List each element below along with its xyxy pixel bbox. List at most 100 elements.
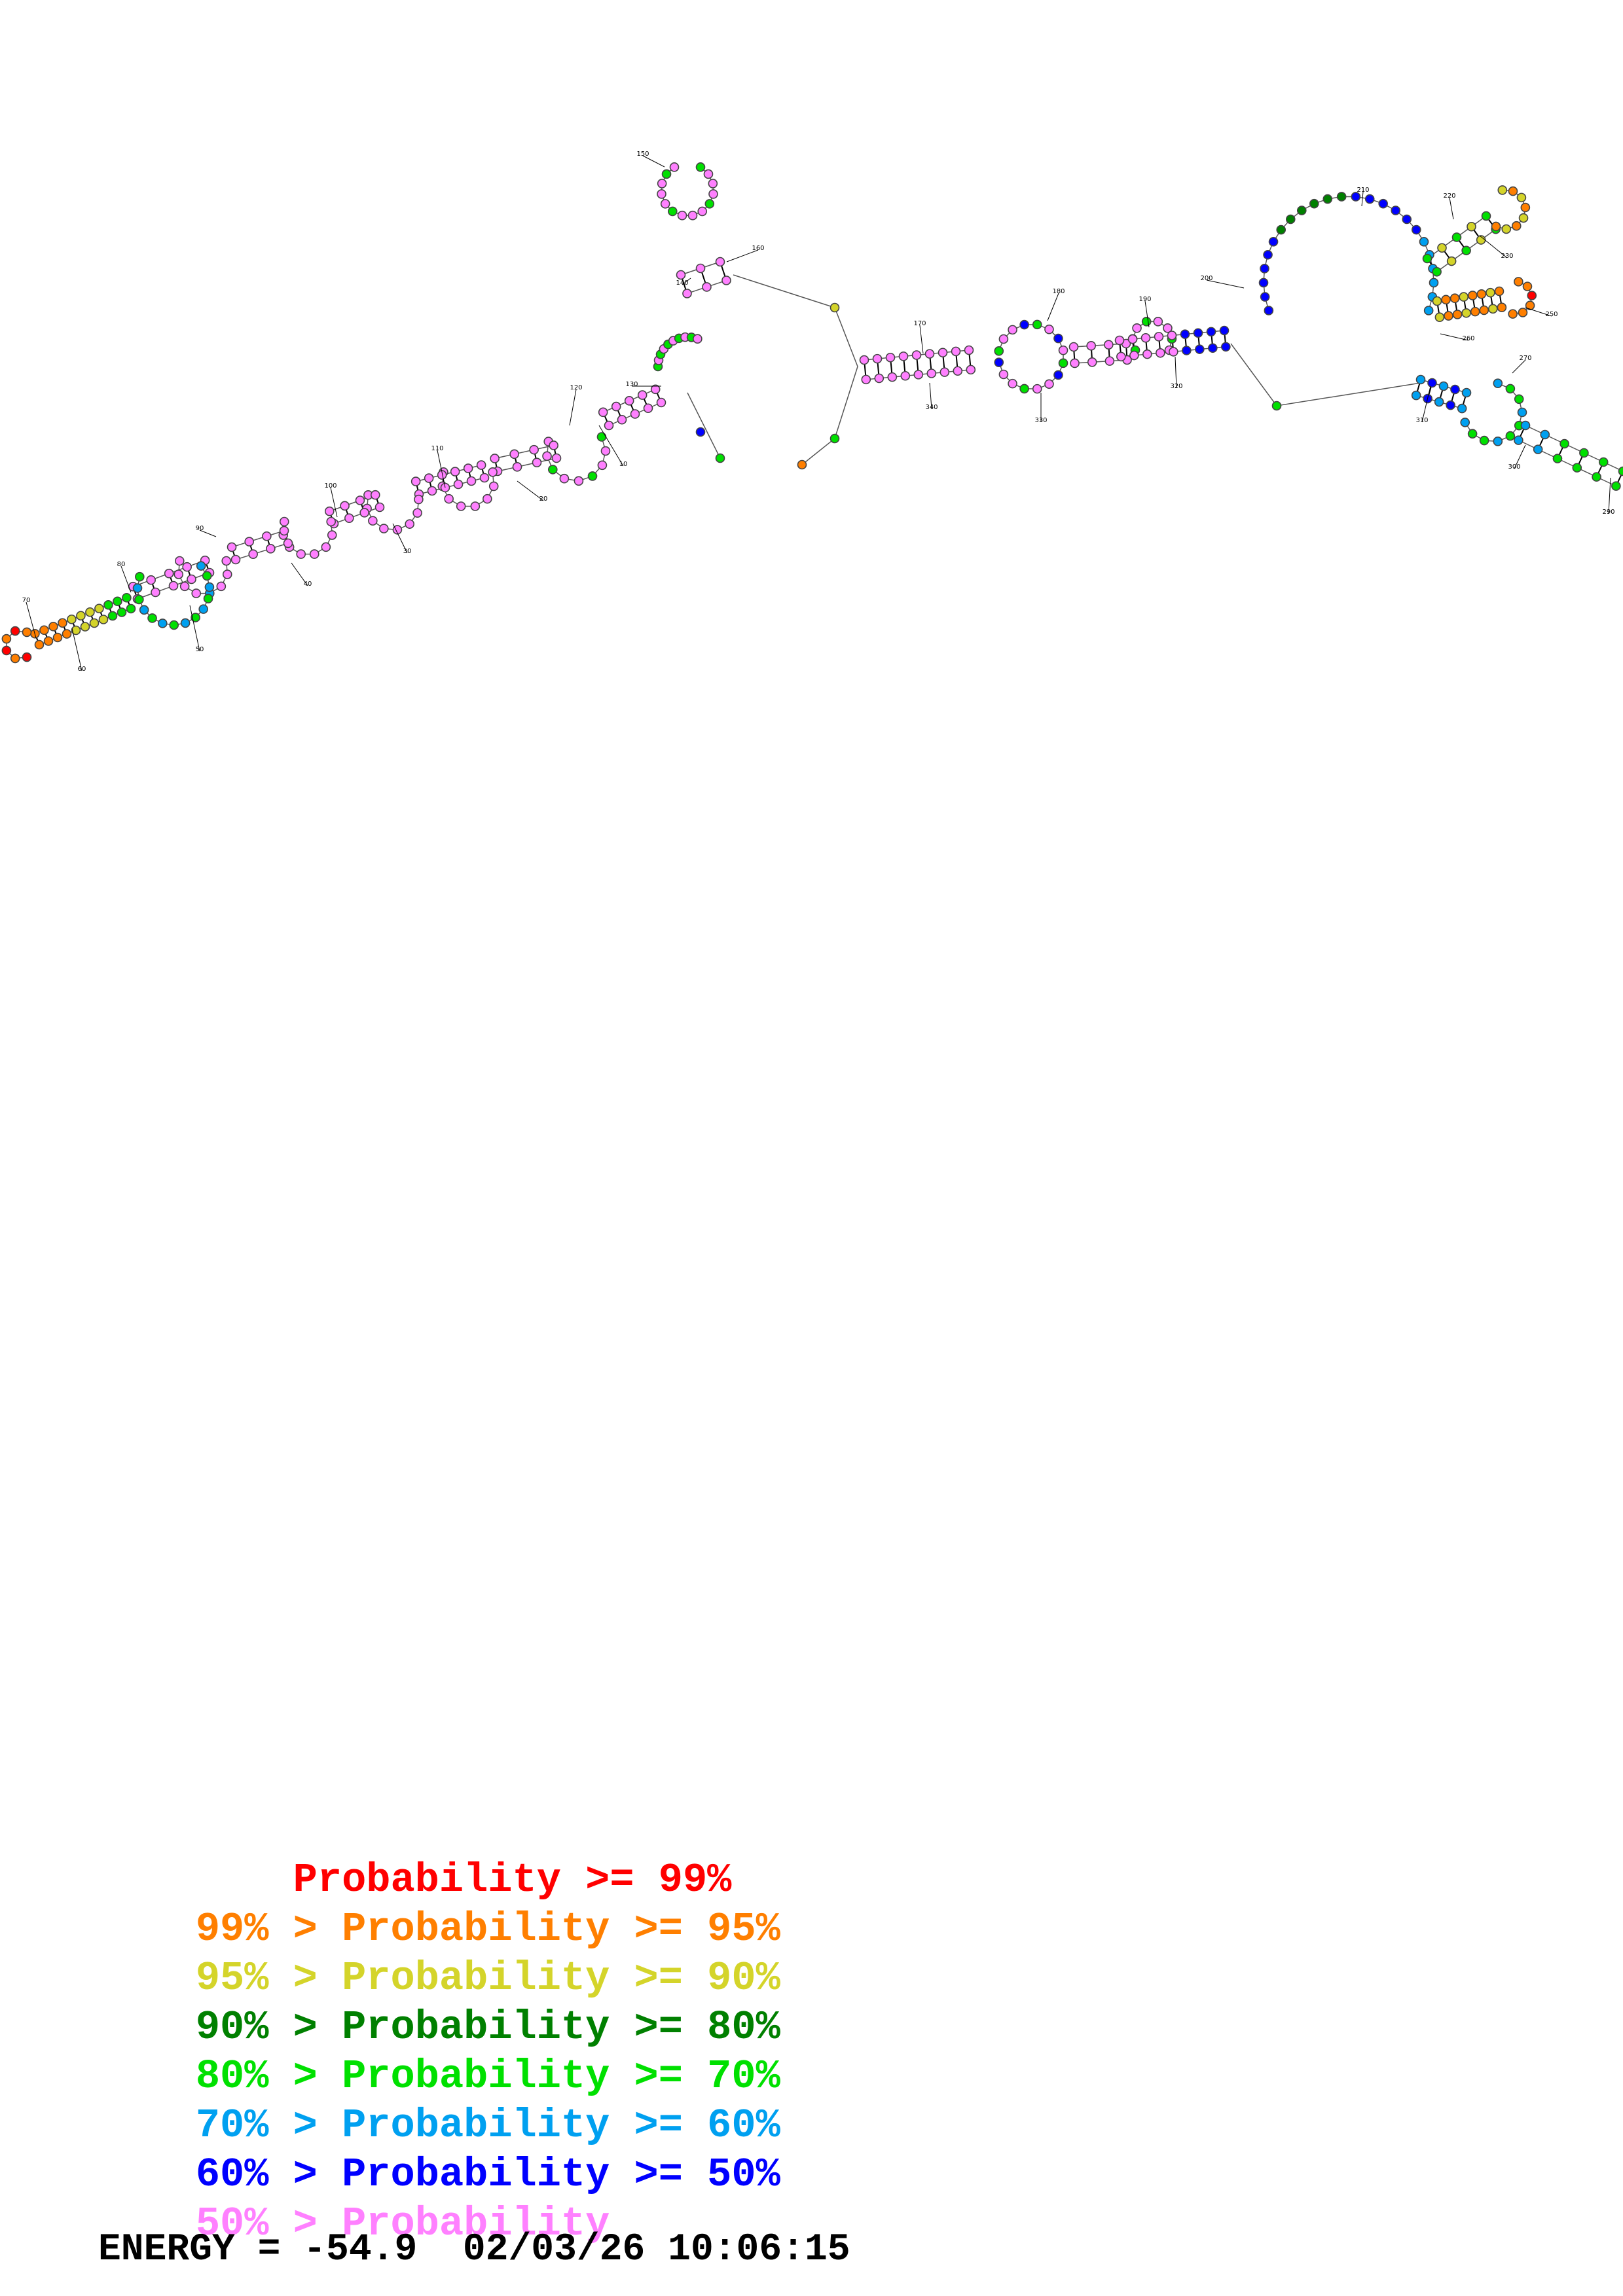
- nucleotide: [135, 571, 145, 582]
- nucleotide: [574, 476, 584, 486]
- legend-label: Probability: [342, 2200, 610, 2247]
- nucleotide: [887, 372, 898, 382]
- nucleotide: [168, 581, 179, 591]
- nucleotide: [368, 516, 378, 526]
- nucleotide: [1452, 310, 1463, 319]
- base-number-label: 110: [431, 445, 443, 452]
- nucleotide: [994, 357, 1004, 367]
- nucleotide: [1470, 306, 1480, 317]
- nucleotide: [1019, 319, 1029, 330]
- nucleotide: [1322, 194, 1333, 204]
- base-number-label: 90: [196, 525, 204, 532]
- nucleotide: [1505, 384, 1516, 394]
- nucleotide: [374, 502, 385, 512]
- nucleotide: [1461, 245, 1471, 256]
- nucleotide: [951, 346, 961, 357]
- nucleotide: [279, 526, 289, 536]
- number-tick: [919, 325, 924, 354]
- nucleotide: [1511, 221, 1522, 231]
- nucleotide: [1276, 224, 1286, 235]
- nucleotide: [191, 613, 200, 622]
- base-number-label: 230: [1501, 253, 1513, 260]
- nucleotide: [1441, 295, 1451, 305]
- nucleotide: [660, 199, 670, 209]
- nucleotide: [1044, 379, 1054, 389]
- nucleotide: [797, 459, 807, 470]
- nucleotide: [643, 403, 653, 414]
- nucleotide: [453, 479, 464, 490]
- nucleotide: [1459, 292, 1469, 302]
- nucleotide: [1391, 206, 1401, 215]
- nucleotide: [1508, 186, 1518, 196]
- nucleotide: [196, 561, 206, 571]
- nucleotide: [174, 556, 185, 566]
- nucleotide: [1032, 384, 1042, 394]
- nucleotide: [10, 653, 20, 664]
- nucleotide: [611, 401, 621, 412]
- nucleotide: [637, 390, 647, 400]
- number-tick: [291, 562, 308, 586]
- nucleotide: [1501, 224, 1512, 234]
- nucleotide: [1514, 435, 1523, 445]
- nucleotide: [1336, 192, 1347, 202]
- base-number-label: 70: [22, 597, 31, 604]
- nucleotide: [164, 568, 174, 579]
- number-tick: [1047, 293, 1059, 321]
- nucleotide: [617, 414, 627, 425]
- nucleotide: [321, 542, 331, 552]
- nucleotide: [1493, 437, 1503, 446]
- nucleotide: [1, 645, 12, 656]
- nucleotide: [695, 263, 706, 274]
- nucleotide: [410, 476, 421, 486]
- nucleotide: [1070, 358, 1080, 368]
- legend-row-95: 99% > Probability >= 95%: [98, 1869, 780, 1990]
- nucleotide: [1434, 312, 1445, 322]
- nucleotide: [1451, 232, 1462, 242]
- nucleotide: [266, 544, 276, 554]
- number-tick: [437, 450, 446, 488]
- number-tick: [189, 605, 200, 652]
- nucleotide: [198, 604, 208, 614]
- nucleotide: [1132, 323, 1142, 333]
- nucleotide: [587, 471, 598, 481]
- nucleotide: [1411, 224, 1421, 235]
- nucleotide: [326, 516, 337, 527]
- nucleotide: [939, 367, 950, 377]
- base-number-label: 50: [196, 646, 204, 653]
- backbone-segment: [687, 392, 721, 459]
- legend-label: Probability >= 95%: [342, 1906, 780, 1952]
- nucleotide: [1195, 344, 1205, 354]
- nucleotide: [715, 257, 725, 267]
- nucleotide: [180, 618, 191, 628]
- nucleotide: [885, 352, 896, 363]
- nucleotide: [924, 349, 935, 359]
- legend-prefix: 95% >: [195, 1955, 342, 2001]
- backbone-segment: [235, 543, 289, 560]
- nucleotide: [355, 495, 365, 505]
- nucleotide: [1446, 256, 1457, 266]
- nucleotide: [1032, 319, 1042, 330]
- nucleotide: [624, 396, 634, 406]
- nucleotide: [1488, 304, 1498, 314]
- legend-prefix: 50% >: [195, 2200, 342, 2247]
- nucleotide: [669, 162, 680, 172]
- nucleotide: [1559, 439, 1569, 449]
- nucleotide: [1129, 350, 1139, 361]
- nucleotide: [704, 199, 715, 209]
- nucleotide: [1114, 335, 1125, 346]
- number-tick: [569, 389, 577, 426]
- nucleotide: [134, 594, 144, 605]
- backbone-segment: [1230, 343, 1421, 406]
- nucleotide: [1461, 387, 1472, 398]
- nucleotide: [1497, 302, 1507, 312]
- legend-label: Probability >= 50%: [342, 2151, 780, 2198]
- base-number-label: 210: [1357, 187, 1369, 194]
- nucleotide: [1411, 390, 1421, 401]
- nucleotide: [1285, 214, 1296, 224]
- nucleotide: [22, 652, 32, 662]
- nucleotide: [490, 454, 500, 463]
- nucleotide: [1479, 305, 1489, 315]
- nucleotide: [1437, 243, 1447, 253]
- nucleotide: [126, 603, 136, 614]
- nucleotide: [139, 605, 149, 615]
